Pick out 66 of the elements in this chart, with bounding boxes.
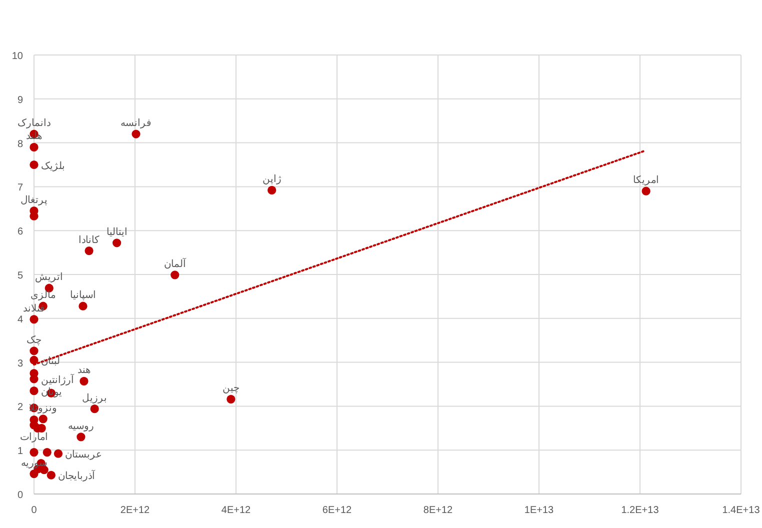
x-tick-label: 1E+13 [524,505,554,516]
annotation: هند [77,365,90,376]
annotation: لبنان [41,356,60,368]
point [54,449,63,458]
point [78,302,88,310]
point [170,270,180,280]
x-tick-label: 6E+12 [322,505,352,516]
annotation: پرتغال [20,194,48,206]
annotation: چک [26,334,42,346]
annotation: کانادا [78,234,100,246]
point [30,346,38,356]
y-tick-label: 1 [17,446,24,458]
annotation: امریکا [633,175,660,186]
y-tick-label: 10 [12,51,24,62]
annotation: ایتالیا [106,226,128,238]
annotation: چین [222,383,240,394]
y-tick-label: 3 [17,358,24,370]
x-tick-label: 0 [31,505,38,516]
point [226,394,236,404]
annotation: اتریش [35,272,64,284]
point [30,470,38,478]
y-tick-label: 2 [17,402,24,414]
point [80,376,88,386]
point [268,186,276,195]
y-tick-label: 6 [17,226,24,238]
y-tick-label: 5 [17,270,24,282]
point [132,130,140,138]
annotation: آذربایجان [58,469,96,482]
annotation: مالزی [30,290,56,302]
x-tick-label: 8E+12 [423,505,454,516]
point [30,356,38,364]
point [30,142,38,152]
point [46,470,56,480]
point [30,160,38,170]
x-tick-label: 1.2E+13 [621,505,660,516]
annotation: دانمارک [18,118,50,130]
annotation: فنلاند [23,303,45,314]
x-tick-label: 4E+12 [221,505,252,516]
y-tick-label: 9 [17,94,24,106]
x-tick-label: 1.4E+13 [722,505,760,516]
point [642,186,650,196]
point [30,314,38,324]
annotation: ژاپن [262,174,282,186]
annotation: آلمان [164,256,187,270]
point [38,414,48,424]
x-tick-label: 2E+12 [120,505,150,516]
point [76,432,86,442]
point [84,246,94,256]
y-tick-label: 7 [17,182,24,194]
annotation: هلند [26,131,42,142]
y-tick-label: 8 [17,138,24,150]
annotation: امارات [20,432,48,444]
point [30,386,38,396]
y-tick-label: 4 [17,314,24,326]
annotation: برزیل [82,392,108,404]
annotation: آرژانتین [41,372,75,386]
point [112,238,122,248]
point [90,404,99,414]
annotation: فرانسه [120,118,152,130]
point [30,448,38,457]
annotation: عربستان [65,450,102,461]
annotation: اسپانیا [70,290,96,302]
annotation: بلژیک [41,160,65,172]
y-tick-label: 0 [17,490,24,501]
point [42,448,52,457]
annotation: روسیه [68,420,94,432]
